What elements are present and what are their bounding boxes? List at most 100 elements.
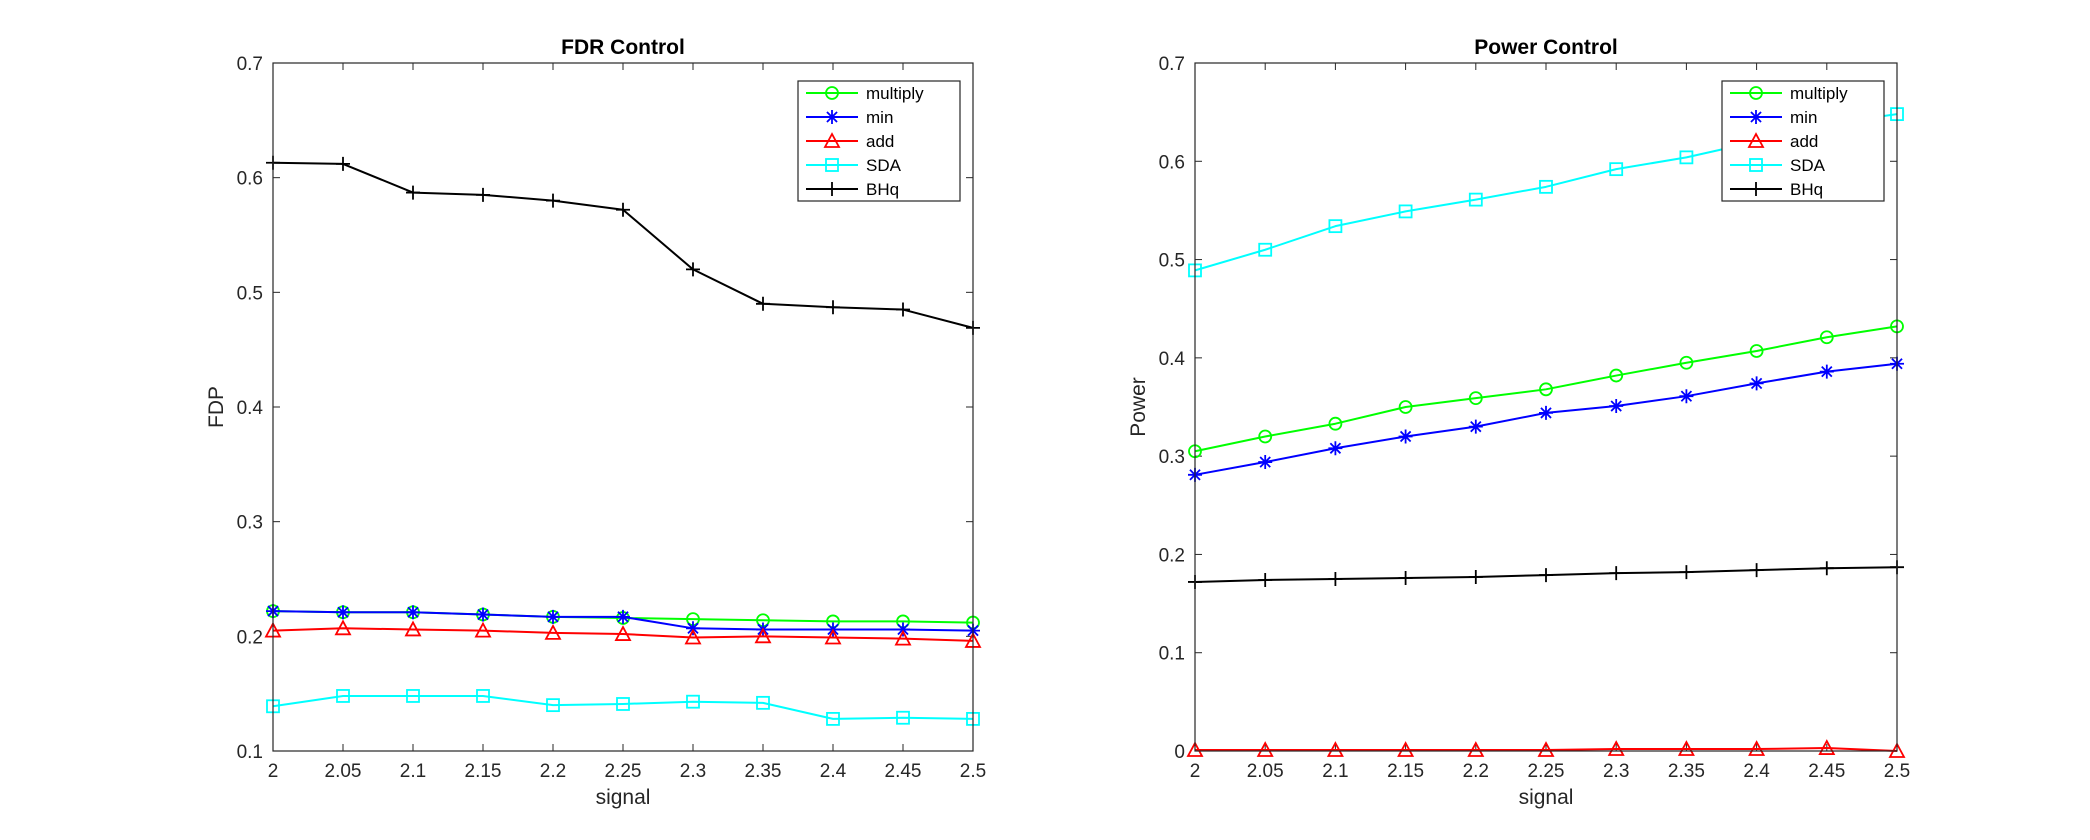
data-point-bhq bbox=[1328, 572, 1343, 586]
y-tick-label: 0.3 bbox=[1159, 447, 1185, 468]
data-point-min bbox=[476, 607, 490, 622]
x-axis-label: signal bbox=[1519, 786, 1574, 809]
legend-item-multiply: multiply bbox=[1730, 84, 1848, 103]
data-point-bhq bbox=[1819, 561, 1834, 576]
data-point-min bbox=[1258, 455, 1273, 470]
legend-item-min: min bbox=[1730, 108, 1817, 127]
series-add bbox=[1186, 739, 1906, 758]
data-point-min bbox=[1749, 376, 1764, 391]
y-tick-label: 0.1 bbox=[1159, 644, 1185, 665]
data-point-bhq bbox=[826, 300, 840, 315]
y-tick-label: 0.5 bbox=[1159, 251, 1185, 272]
data-point-bhq bbox=[1258, 572, 1273, 587]
series-add bbox=[264, 619, 982, 648]
data-point-sda bbox=[1679, 150, 1694, 165]
series-line-multiply bbox=[1194, 325, 1898, 453]
data-point-bhq bbox=[546, 193, 560, 208]
data-point-sda bbox=[1468, 192, 1483, 207]
x-tick-label: 2.5 bbox=[960, 761, 986, 782]
data-point-min bbox=[406, 605, 420, 620]
x-tick-label: 2.05 bbox=[325, 761, 362, 782]
y-tick-label: 0.4 bbox=[1159, 349, 1186, 370]
legend-label: min bbox=[866, 108, 893, 127]
x-tick-label: 2.4 bbox=[820, 761, 847, 782]
x-tick-label: 2.45 bbox=[885, 761, 922, 782]
x-tick-label: 2 bbox=[268, 761, 279, 782]
legend-marker-bhq bbox=[1749, 182, 1763, 196]
data-point-min bbox=[686, 621, 700, 636]
legend-marker-add bbox=[823, 132, 841, 148]
legend-item-min: min bbox=[806, 108, 893, 127]
y-tick-label: 0.6 bbox=[237, 169, 263, 190]
legend-label: BHq bbox=[1790, 180, 1823, 199]
x-tick-label: 2.35 bbox=[745, 761, 782, 782]
data-point-min bbox=[1398, 429, 1413, 444]
legend-marker-add bbox=[1747, 132, 1765, 148]
data-point-add bbox=[1748, 740, 1766, 756]
y-tick-label: 0.2 bbox=[1159, 545, 1185, 566]
data-point-add bbox=[684, 628, 702, 645]
data-point-add bbox=[1186, 741, 1204, 757]
legend-item-multiply: multiply bbox=[806, 84, 924, 103]
data-point-multiply bbox=[1258, 429, 1273, 444]
legend: multiply min add SDA BHq bbox=[797, 80, 961, 202]
data-point-sda bbox=[686, 694, 700, 709]
y-tick-label: 0.7 bbox=[1159, 54, 1185, 75]
legend-marker-min bbox=[825, 110, 839, 124]
x-tick-label: 2 bbox=[1190, 761, 1201, 782]
data-point-min bbox=[1609, 399, 1624, 414]
data-point-sda bbox=[476, 689, 490, 703]
data-point-add bbox=[1677, 740, 1695, 756]
data-point-min bbox=[1468, 419, 1483, 434]
y-axis-label: FDP bbox=[205, 386, 228, 428]
x-axis-label: signal bbox=[596, 786, 651, 809]
y-tick-label: 0.1 bbox=[237, 742, 263, 763]
legend-item-add: add bbox=[1730, 132, 1818, 151]
data-point-sda bbox=[336, 689, 350, 703]
data-point-bhq bbox=[1468, 570, 1483, 585]
x-tick-label: 2.05 bbox=[1247, 761, 1284, 782]
y-tick-label: 0.6 bbox=[1159, 152, 1185, 173]
data-point-multiply bbox=[1749, 344, 1764, 358]
data-point-add bbox=[1818, 739, 1836, 755]
data-point-multiply bbox=[1819, 330, 1834, 345]
data-point-multiply bbox=[1609, 368, 1624, 383]
data-point-bhq bbox=[1749, 563, 1764, 578]
legend-label: add bbox=[1790, 132, 1818, 151]
x-tick-label: 2.1 bbox=[1322, 761, 1348, 782]
data-point-bhq bbox=[476, 187, 490, 202]
legend-marker-min bbox=[1749, 110, 1763, 124]
data-point-min bbox=[896, 622, 910, 637]
data-point-add bbox=[894, 629, 912, 646]
legend-marker-multiply bbox=[825, 86, 839, 100]
data-point-bhq bbox=[1539, 568, 1553, 583]
legend-marker-multiply bbox=[1749, 86, 1763, 100]
data-point-multiply bbox=[1539, 382, 1553, 397]
y-tick-label: 0.7 bbox=[237, 54, 263, 75]
data-point-bhq bbox=[1609, 566, 1624, 581]
data-point-add bbox=[474, 621, 492, 638]
data-point-add bbox=[1607, 740, 1625, 756]
data-point-add bbox=[754, 627, 772, 644]
data-point-bhq bbox=[686, 262, 700, 277]
legend-item-sda: SDA bbox=[1730, 156, 1826, 175]
x-tick-label: 2.2 bbox=[1463, 761, 1489, 782]
data-point-multiply bbox=[1679, 355, 1694, 370]
x-tick-label: 2.45 bbox=[1808, 761, 1845, 782]
data-point-min bbox=[336, 605, 350, 620]
data-point-sda bbox=[1258, 242, 1273, 257]
data-point-sda bbox=[826, 711, 840, 726]
data-point-multiply bbox=[1328, 416, 1343, 431]
legend-item-bhq: BHq bbox=[806, 180, 899, 199]
x-tick-label: 2.1 bbox=[400, 761, 426, 782]
data-point-add bbox=[334, 619, 352, 636]
data-point-sda bbox=[406, 689, 420, 703]
legend-label: SDA bbox=[866, 156, 902, 175]
legend-label: BHq bbox=[866, 180, 899, 199]
data-point-sda bbox=[616, 697, 630, 711]
data-point-sda bbox=[1539, 179, 1553, 194]
legend-label: min bbox=[1790, 108, 1817, 127]
data-point-bhq bbox=[336, 156, 350, 171]
data-point-bhq bbox=[896, 302, 910, 317]
data-point-bhq bbox=[616, 202, 630, 217]
